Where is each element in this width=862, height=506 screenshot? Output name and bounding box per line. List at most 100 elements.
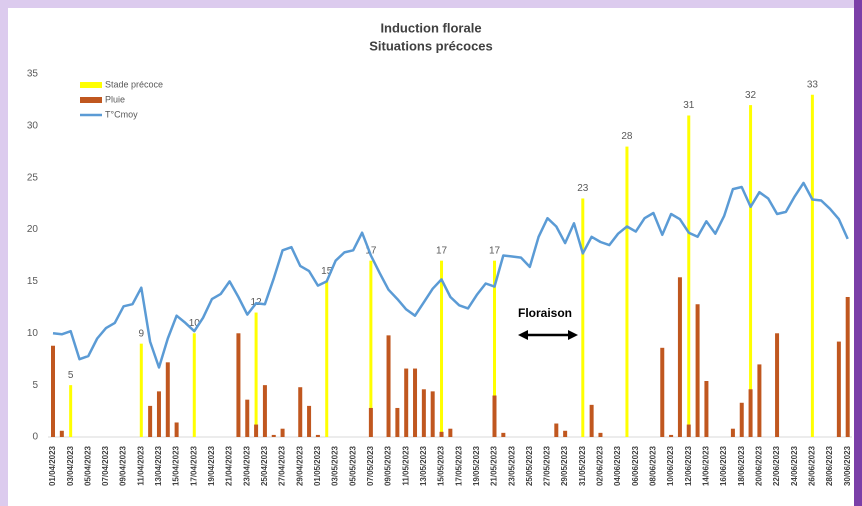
x-tick-label: 20/06/2023	[755, 445, 764, 486]
bar	[165, 362, 170, 437]
legend-swatch	[80, 82, 102, 88]
x-tick-label: 15/05/2023	[437, 445, 446, 486]
bar	[810, 94, 814, 437]
x-tick-label: 13/05/2023	[419, 445, 428, 486]
y-tick-label: 10	[27, 328, 39, 339]
bar	[845, 296, 850, 437]
x-tick-label: 25/04/2023	[260, 445, 269, 486]
bar	[156, 391, 161, 437]
x-tick-label: 18/06/2023	[737, 445, 746, 486]
value-label: 15	[321, 266, 333, 277]
bar	[748, 389, 753, 437]
bar	[174, 422, 179, 437]
legend-label: Stade précoce	[105, 79, 163, 89]
bar	[148, 405, 153, 437]
bar	[395, 407, 400, 437]
y-tick-label: 20	[27, 224, 39, 235]
x-tick-label: 15/04/2023	[172, 445, 181, 486]
y-tick-label: 5	[32, 380, 38, 391]
x-tick-label: 29/05/2023	[560, 445, 569, 486]
x-tick-label: 11/04/2023	[136, 445, 145, 485]
bar	[421, 389, 426, 437]
x-tick-label: 23/04/2023	[242, 445, 251, 486]
x-tick-label: 03/05/2023	[331, 445, 340, 486]
bar	[298, 387, 303, 437]
bar	[581, 198, 585, 437]
bar	[669, 434, 674, 437]
bar	[625, 146, 629, 437]
x-tick-label: 05/04/2023	[83, 445, 92, 486]
bar	[448, 428, 453, 437]
bar	[739, 402, 744, 437]
x-tick-label: 19/05/2023	[472, 445, 481, 486]
chart-subtitle: Situations précoces	[369, 38, 493, 53]
x-tick-label: 31/05/2023	[578, 445, 587, 486]
x-tick-label: 07/05/2023	[366, 445, 375, 486]
bar	[554, 423, 559, 437]
x-tick-label: 02/06/2023	[596, 445, 605, 486]
bar	[254, 312, 258, 437]
bar	[413, 368, 418, 437]
x-tick-label: 25/05/2023	[525, 445, 534, 486]
bar	[262, 385, 267, 437]
bar	[686, 424, 691, 437]
x-tick-label: 22/06/2023	[772, 445, 781, 486]
x-tick-label: 09/05/2023	[384, 445, 393, 486]
x-tick-label: 30/06/2023	[843, 445, 852, 486]
x-tick-label: 12/06/2023	[684, 445, 693, 486]
bar	[59, 430, 64, 437]
x-tick-label: 01/05/2023	[313, 445, 322, 486]
x-tick-label: 07/04/2023	[101, 445, 110, 486]
floraison-arrow	[518, 330, 578, 340]
x-tick-label: 17/04/2023	[189, 445, 198, 486]
x-tick-label: 27/05/2023	[543, 445, 552, 486]
annotation: Floraison	[518, 306, 572, 320]
bar	[139, 343, 143, 437]
bar	[704, 380, 709, 437]
bar	[598, 432, 603, 437]
value-label: 17	[365, 245, 377, 256]
bar	[493, 260, 496, 437]
x-tick-label: 11/05/2023	[401, 445, 410, 485]
x-tick-label: 14/06/2023	[702, 445, 711, 486]
value-label: 5	[68, 370, 74, 381]
bar	[836, 341, 841, 437]
value-label: 31	[683, 100, 695, 111]
bar	[660, 347, 665, 437]
bar	[775, 333, 780, 437]
bar	[386, 335, 391, 437]
x-tick-label: 28/06/2023	[825, 445, 834, 486]
bar	[501, 432, 506, 437]
bar	[236, 333, 241, 437]
x-tick-label: 21/04/2023	[225, 445, 234, 486]
x-tick-label: 24/06/2023	[790, 445, 799, 486]
bar	[730, 428, 735, 437]
value-label: 10	[189, 318, 201, 329]
value-label: 32	[745, 90, 757, 101]
legend-label: Pluie	[105, 94, 125, 104]
value-label: 9	[139, 328, 145, 339]
bar	[69, 385, 73, 437]
y-tick-label: 35	[27, 69, 39, 80]
bar	[749, 105, 753, 437]
value-label: 33	[807, 79, 819, 90]
x-tick-label: 29/04/2023	[295, 445, 304, 486]
x-tick-label: 04/06/2023	[613, 445, 622, 486]
y-tick-label: 0	[32, 432, 38, 443]
bar	[404, 368, 409, 437]
value-label: 23	[577, 183, 589, 194]
value-label: 17	[436, 245, 448, 256]
bar	[687, 115, 691, 437]
x-tick-label: 10/06/2023	[666, 445, 675, 486]
bar	[368, 407, 373, 437]
bar	[757, 364, 762, 437]
line	[52, 181, 849, 369]
x-tick-label: 06/06/2023	[631, 445, 640, 486]
frame-edge	[854, 0, 862, 506]
x-tick-label: 19/04/2023	[207, 445, 216, 486]
y-tick-label: 15	[27, 276, 39, 287]
bar	[563, 430, 568, 437]
bar	[245, 399, 250, 437]
